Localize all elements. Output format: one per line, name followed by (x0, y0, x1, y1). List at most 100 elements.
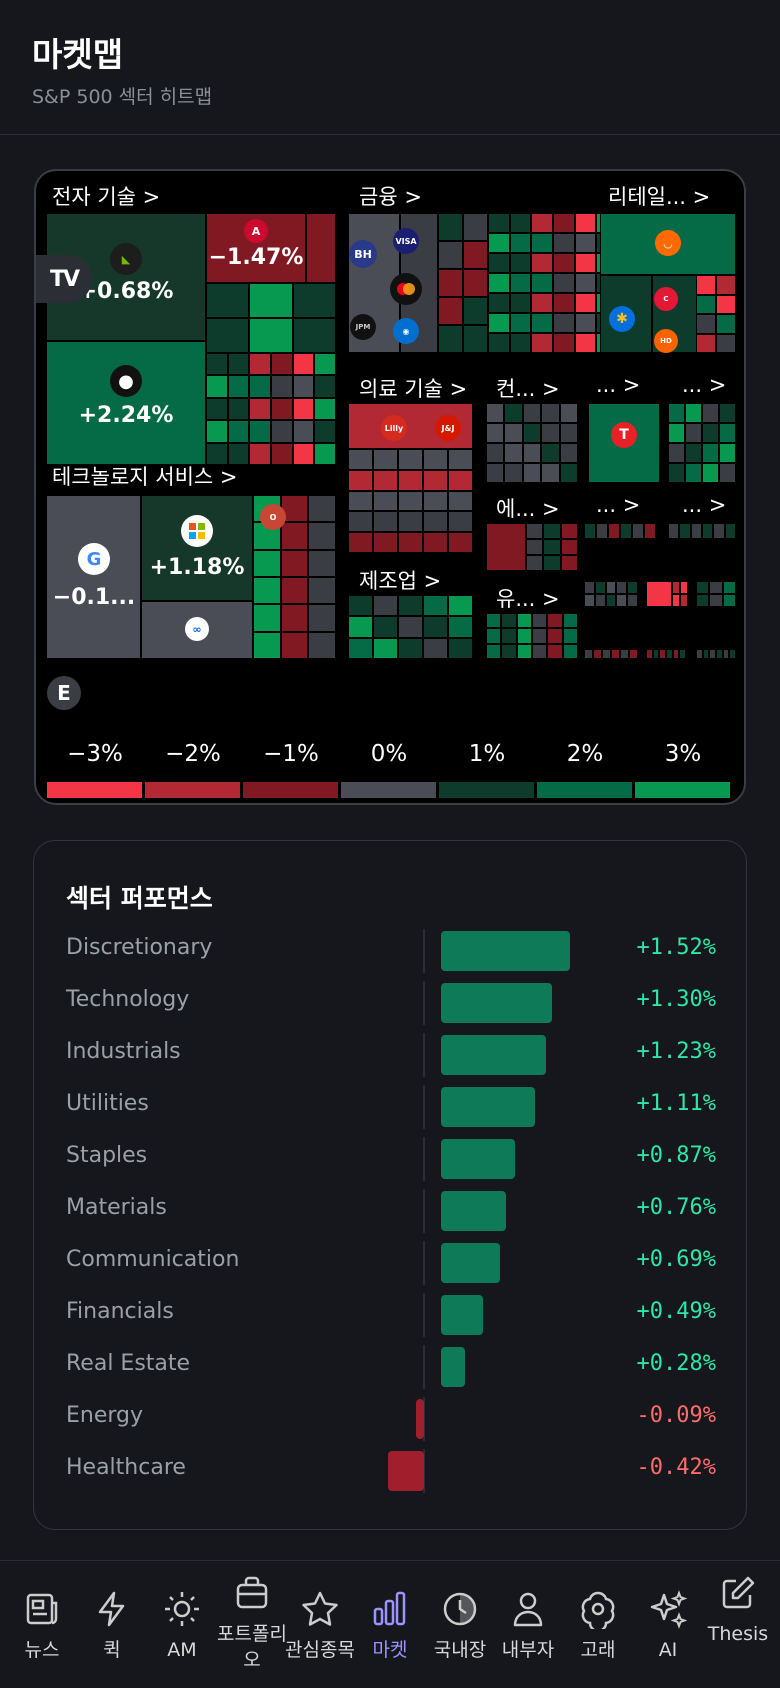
sector-label-other-2[interactable]: ... > (682, 373, 727, 397)
heatmap-tile[interactable] (509, 233, 532, 253)
heatmap-tile[interactable] (593, 649, 602, 659)
heatmap-tile[interactable] (348, 532, 373, 553)
heatmap-tile[interactable] (348, 637, 373, 659)
heatmap-tile[interactable] (526, 555, 544, 571)
tradingview-logo-icon[interactable]: TV (36, 255, 92, 303)
heatmap-tile[interactable] (562, 613, 578, 629)
heatmap-tile[interactable] (553, 253, 575, 273)
sector-label-energy[interactable]: 에... > (496, 497, 560, 521)
heatmap-tile[interactable] (206, 353, 228, 376)
heatmap-tile[interactable] (373, 595, 398, 617)
heatmap-tile[interactable] (486, 443, 505, 463)
performance-row[interactable]: Technology +1.30% (34, 979, 748, 1031)
heatmap-tile[interactable] (709, 594, 723, 607)
heatmap-tile[interactable] (702, 443, 719, 463)
heatmap-tile[interactable] (605, 594, 617, 607)
nav-item-star[interactable]: 관심종목 (285, 1589, 355, 1663)
heatmap-tile[interactable] (348, 490, 373, 512)
heatmap-tile[interactable] (206, 442, 228, 465)
heatmap-tile[interactable] (616, 594, 628, 607)
sector-label-tech[interactable]: 전자 기술 > (52, 185, 161, 209)
nav-item-briefcase[interactable]: 포트폴리오 (217, 1573, 287, 1673)
heatmap-tile[interactable] (423, 511, 448, 533)
heatmap-tile[interactable] (253, 549, 281, 577)
heatmap-tile[interactable] (486, 403, 505, 423)
heatmap-tile[interactable] (526, 539, 544, 555)
heatmap-tile[interactable] (271, 375, 293, 398)
heatmap-tile[interactable] (398, 449, 423, 470)
performance-row[interactable]: Real Estate +0.28% (34, 1343, 748, 1395)
heatmap-tile[interactable] (594, 594, 606, 607)
heatmap-tile[interactable] (646, 581, 672, 607)
heatmap-tile[interactable] (486, 463, 505, 483)
heatmap-tile[interactable] (532, 613, 548, 629)
performance-row[interactable]: Industrials +1.23% (34, 1031, 748, 1083)
heatmap-tile[interactable] (46, 341, 206, 465)
heatmap-tile[interactable] (531, 213, 553, 233)
heatmap-tile[interactable] (672, 581, 680, 594)
heatmap-tile[interactable] (448, 616, 473, 638)
heatmap-tile[interactable] (685, 403, 702, 423)
heatmap-tile[interactable] (206, 375, 228, 398)
heatmap-tile[interactable] (680, 594, 688, 607)
heatmap-tile[interactable] (680, 581, 688, 594)
heatmap-tile[interactable] (629, 649, 638, 659)
heatmap-tile[interactable] (271, 397, 293, 421)
heatmap-tile[interactable] (280, 577, 309, 605)
heatmap-tile[interactable] (227, 442, 250, 465)
heatmap-tile[interactable] (398, 616, 423, 638)
heatmap-tile[interactable] (253, 631, 281, 659)
heatmap-tile[interactable] (423, 469, 448, 491)
heatmap-tile[interactable] (253, 577, 281, 605)
nav-item-sparkles[interactable]: AI (633, 1589, 703, 1663)
nav-item-person[interactable]: 내부자 (493, 1589, 563, 1663)
heatmap-tile[interactable] (504, 403, 523, 423)
heatmap-tile[interactable] (605, 581, 617, 594)
nav-item-bar-chart[interactable]: 마켓 (355, 1589, 425, 1663)
heatmap-tile[interactable] (713, 523, 725, 539)
heatmap-tile[interactable] (722, 581, 736, 594)
heatmap-tile[interactable] (722, 594, 736, 607)
heatmap-tile[interactable] (227, 353, 250, 376)
heatmap-tile[interactable] (584, 594, 595, 607)
heatmap-tile[interactable] (206, 397, 228, 421)
heatmap-tile[interactable] (314, 375, 336, 398)
heatmap-tile[interactable] (526, 523, 544, 539)
heatmap-tile[interactable] (206, 420, 228, 443)
heatmap-tile[interactable] (308, 549, 336, 577)
heatmap-tile[interactable] (249, 397, 271, 421)
heatmap-tile[interactable] (716, 649, 723, 659)
heatmap-tile[interactable] (668, 463, 685, 483)
heatmap-tile[interactable] (522, 403, 542, 423)
heatmap-tile[interactable] (541, 463, 560, 483)
heatmap-tile[interactable] (227, 420, 250, 443)
heatmap-tile[interactable] (553, 233, 575, 253)
heatmap-tile[interactable] (271, 442, 293, 465)
heatmap-tile[interactable] (574, 233, 597, 253)
heatmap-tile[interactable] (463, 325, 488, 353)
heatmap-tile[interactable] (249, 420, 271, 443)
heatmap-tile[interactable] (280, 604, 309, 632)
heatmap-tile[interactable] (553, 213, 575, 233)
heatmap-tile[interactable] (292, 283, 336, 318)
heatmap-tile[interactable] (719, 443, 736, 463)
heatmap-tile[interactable] (531, 233, 553, 253)
heatmap-tile[interactable] (516, 628, 532, 644)
heatmap-tile[interactable] (652, 649, 660, 659)
heatmap-tile[interactable] (531, 273, 553, 293)
heatmap-tile[interactable] (719, 423, 736, 443)
heatmap-tile[interactable] (666, 649, 673, 659)
heatmap-tile[interactable] (488, 213, 510, 233)
nav-item-pen[interactable]: Thesis (703, 1573, 773, 1647)
heatmap-tile[interactable] (448, 449, 473, 470)
heatmap-tile[interactable] (271, 420, 293, 443)
heatmap-tile[interactable] (398, 532, 423, 553)
heatmap-tile[interactable] (501, 613, 517, 629)
heatmap-tile[interactable] (308, 577, 336, 605)
heatmap-tile[interactable] (696, 649, 703, 659)
heatmap-tile[interactable] (504, 423, 523, 443)
heatmap-tile[interactable] (249, 318, 293, 353)
heatmap-tile[interactable] (547, 628, 563, 644)
heatmap-tile[interactable] (398, 490, 423, 512)
heatmap-tile[interactable] (716, 294, 736, 314)
